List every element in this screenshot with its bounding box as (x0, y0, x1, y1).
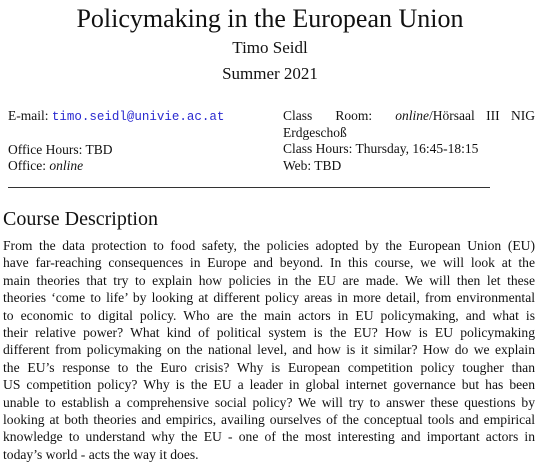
contact-info-left: E-mail: timo.seidl@univie.ac.at Office H… (8, 108, 248, 175)
description-line: the EU’s response to the Euro crisis? Wh… (3, 359, 535, 375)
description-line: have far-reaching consequences in Europe… (3, 255, 535, 271)
web-value: TBD (314, 157, 342, 173)
class-hours-value: Thursday, 16:45-18:15 (355, 141, 479, 156)
office-line: Office: online (8, 158, 248, 175)
web-label: Web: (283, 157, 312, 173)
class-room-value: online/Hörsaal III NIG (395, 108, 535, 125)
contact-info-right: Class Room: online/Hörsaal III NIG Erdge… (283, 108, 535, 174)
author-name: Timo Seidl (232, 38, 308, 57)
description-line: theories ‘come to life’ by looking at di… (3, 290, 535, 306)
email-link[interactable]: timo.seidl@univie.ac.at (51, 110, 225, 124)
description-line: to economic to digital policy. Who are t… (3, 307, 535, 323)
class-hours-label: Class Hours: (283, 141, 353, 156)
class-room-line-2: Erdgeschoß (283, 124, 347, 140)
description-line: knowledge to understand why the EU - one… (3, 429, 535, 445)
document-title: Policymaking in the European Union (76, 4, 464, 33)
description-line: different from policymaking on the natio… (3, 342, 535, 358)
horizontal-rule (8, 187, 490, 188)
semester-term: Summer 2021 (222, 64, 318, 83)
office-value: online (49, 158, 84, 173)
class-room-label-2: Room: (335, 108, 373, 123)
description-line: US competition policy? Why is the EU a l… (3, 377, 535, 393)
description-line: today’s world - acts the way it does. (3, 446, 199, 462)
class-room-rest: /Hörsaal III NIG (429, 108, 535, 123)
course-description-text: From the data protection to food safety,… (3, 237, 535, 463)
office-hours-line: Office Hours: TBD (8, 142, 248, 159)
class-room-line: Class Room: online/Hörsaal III NIG (283, 108, 535, 125)
class-room-online: online (395, 108, 430, 123)
description-line: looking at both theories and empirics, a… (3, 412, 535, 428)
class-hours-line: Class Hours: Thursday, 16:45-18:15 (283, 141, 535, 158)
office-hours-value: TBD (85, 141, 113, 157)
section-heading: Course Description (3, 208, 158, 230)
email-line: E-mail: timo.seidl@univie.ac.at (8, 108, 248, 126)
description-line: From the data protection to food safety,… (3, 238, 535, 253)
description-line: their relative power? What kind of polit… (3, 325, 535, 341)
email-label: E-mail: (8, 108, 49, 123)
office-hours-label: Office Hours: (8, 141, 83, 157)
web-line: Web: TBD (283, 158, 535, 175)
description-line: main theories that try to explain how po… (3, 272, 535, 288)
class-room-label: Class (283, 108, 313, 123)
office-label: Office: (8, 158, 46, 173)
description-line: unable to establish a comprehensive soci… (3, 394, 535, 410)
